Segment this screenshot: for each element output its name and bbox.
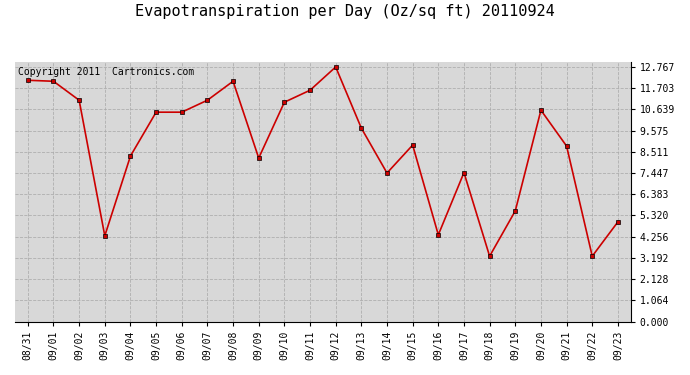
Text: Evapotranspiration per Day (Oz/sq ft) 20110924: Evapotranspiration per Day (Oz/sq ft) 20… <box>135 4 555 19</box>
Text: Copyright 2011  Cartronics.com: Copyright 2011 Cartronics.com <box>18 67 195 77</box>
